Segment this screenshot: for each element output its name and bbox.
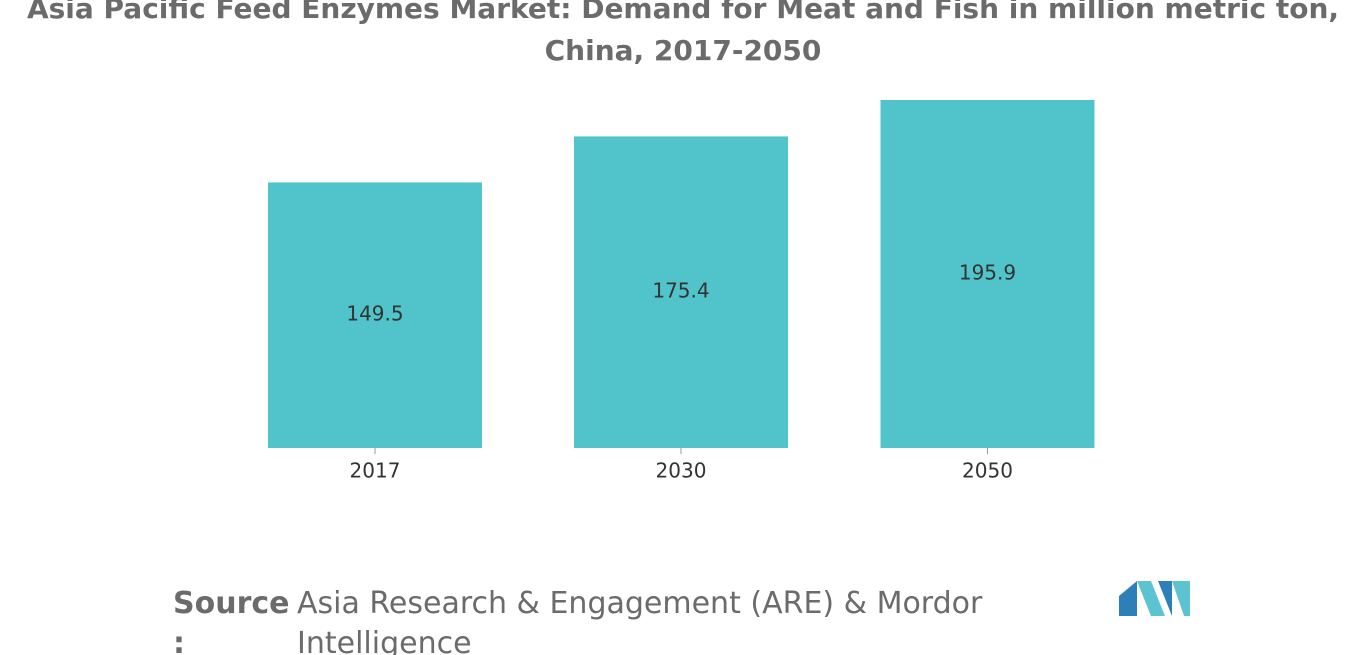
x-tick-label: 2017 <box>350 459 401 483</box>
x-tick-label: 2030 <box>656 459 707 483</box>
chart-title: Asia Pacific Feed Enzymes Market: Demand… <box>26 0 1340 67</box>
source: Asia Research & Engagement (ARE) & Mordo… <box>297 586 983 655</box>
logo <box>1119 581 1190 616</box>
value-label: 149.5 <box>346 302 403 326</box>
source-label: Source : <box>173 586 290 655</box>
bar <box>574 136 788 448</box>
x-tick-label: 2050 <box>962 459 1013 483</box>
bar <box>268 182 482 448</box>
bar <box>880 100 1095 448</box>
value-label: 195.9 <box>959 261 1016 285</box>
value-label: 175.4 <box>652 279 709 303</box>
